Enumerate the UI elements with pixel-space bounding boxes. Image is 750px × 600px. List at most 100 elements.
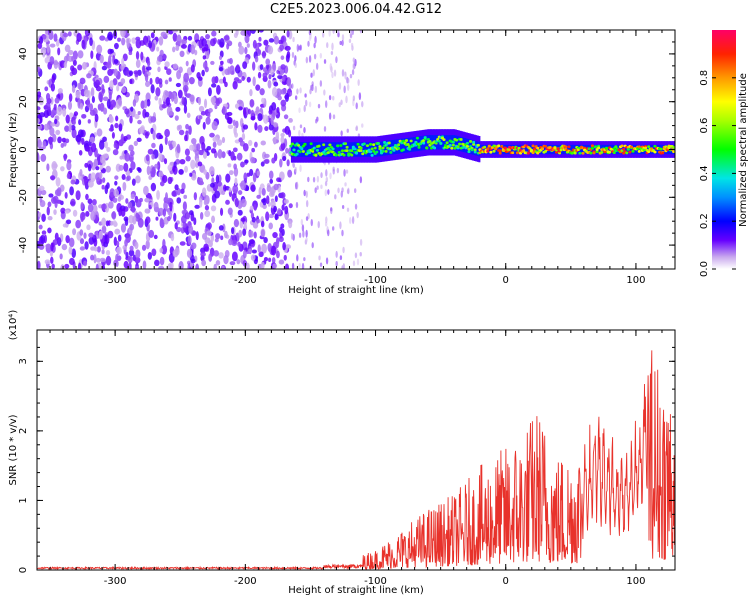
heatmap-cell — [195, 263, 200, 269]
heatmap-cell — [209, 166, 215, 176]
heatmap-cell — [73, 111, 79, 117]
heatmap-cell — [141, 244, 147, 251]
heatmap-cell — [625, 144, 628, 155]
heatmap-cell — [456, 135, 459, 151]
heatmap-cell — [327, 189, 330, 195]
heatmap-cell — [136, 137, 142, 143]
heatmap-cell — [266, 184, 272, 193]
heatmap-cell — [208, 253, 213, 262]
heatmap-cell — [75, 219, 82, 229]
heatmap-cell — [341, 39, 344, 47]
heatmap-cell — [261, 243, 268, 254]
heatmap-cell — [95, 85, 102, 92]
heatmap-cell — [241, 132, 246, 141]
heatmap-cell — [197, 76, 203, 81]
heatmap-cell — [292, 36, 295, 43]
heatmap-cell — [112, 197, 118, 203]
heatmap-cell — [340, 99, 343, 106]
heatmap-cell — [240, 198, 247, 208]
heatmap-cell — [172, 249, 179, 258]
heatmap-cell — [343, 142, 348, 146]
heatmap-cell — [101, 184, 105, 190]
heatmap-cell — [139, 197, 143, 203]
heatmap-cell — [95, 263, 99, 269]
heatmap-cell — [350, 42, 354, 48]
heatmap-cell — [590, 144, 595, 148]
heatmap-cell — [467, 150, 471, 154]
heatmap-cell — [272, 137, 277, 145]
heatmap-cell — [121, 86, 127, 94]
heatmap-cell — [68, 257, 75, 266]
heatmap-cell — [172, 63, 178, 70]
heatmap-cell — [350, 149, 354, 153]
heatmap-cell — [84, 175, 88, 186]
heatmap-cell — [445, 141, 449, 145]
heatmap-cell — [319, 262, 323, 267]
heatmap-cell — [301, 262, 305, 269]
heatmap-cell — [241, 75, 245, 81]
heatmap-cell — [39, 36, 44, 45]
heatmap-cell — [226, 116, 232, 124]
heatmap-cell — [384, 141, 387, 156]
heatmap-cell — [425, 135, 428, 150]
heatmap-cell — [129, 245, 134, 252]
heatmap-cell — [75, 90, 81, 99]
heatmap-cell — [306, 142, 309, 157]
heatmap-cell — [242, 61, 248, 69]
spectrogram-x-axis-label: Height of straight line (km) — [288, 285, 424, 296]
heatmap-cell — [249, 99, 255, 108]
heatmap-cell — [167, 164, 173, 172]
heatmap-cell — [448, 143, 452, 147]
heatmap-cell — [404, 139, 409, 142]
colorbar-label: Normalized spectral amplitude — [738, 73, 749, 227]
heatmap-cell — [444, 135, 447, 150]
heatmap-cell — [101, 225, 107, 234]
heatmap-cell — [114, 180, 118, 186]
heatmap-cell — [346, 83, 350, 91]
heatmap-cell — [590, 146, 595, 150]
heatmap-cell — [117, 234, 122, 242]
heatmap-cell — [115, 115, 119, 122]
heatmap-cell — [120, 64, 125, 71]
colorbar — [712, 30, 736, 269]
heatmap-cell — [346, 128, 349, 133]
heatmap-cell — [259, 88, 265, 96]
heatmap-cell — [329, 63, 332, 71]
heatmap-cell — [184, 165, 188, 173]
heatmap-cell — [318, 255, 321, 261]
heatmap-cell — [274, 195, 278, 203]
heatmap-cell — [145, 154, 150, 162]
heatmap-cell — [51, 75, 56, 84]
heatmap-cell — [121, 37, 126, 46]
heatmap-cell — [281, 204, 285, 211]
heatmap-cell — [486, 147, 490, 151]
heatmap-cell — [465, 141, 470, 145]
heatmap-cell — [370, 147, 374, 151]
heatmap-cell — [248, 139, 253, 147]
heatmap-cell — [316, 175, 320, 183]
heatmap-cell — [324, 189, 327, 197]
heatmap-cell — [326, 42, 329, 49]
heatmap-cell — [251, 147, 256, 153]
heatmap-cell — [55, 39, 60, 47]
heatmap-cell — [211, 30, 217, 37]
heatmap-cell — [299, 124, 303, 129]
heatmap-cell — [114, 42, 119, 50]
heatmap-cell — [146, 60, 151, 67]
heatmap-cell — [179, 50, 185, 58]
heatmap-cell — [263, 153, 270, 158]
heatmap-cell — [301, 150, 305, 153]
heatmap-cell — [153, 234, 158, 240]
heatmap-cell — [500, 145, 504, 149]
heatmap-cell — [451, 140, 455, 144]
heatmap-cell — [104, 234, 108, 244]
heatmap-cell — [294, 62, 297, 69]
heatmap-cell — [57, 88, 63, 94]
heatmap-cell — [169, 111, 174, 116]
heatmap-cell — [65, 114, 70, 124]
heatmap-cell — [290, 233, 294, 240]
heatmap-cell — [276, 106, 280, 114]
heatmap-cell — [302, 230, 305, 238]
heatmap-cell — [50, 256, 54, 264]
heatmap-cell — [96, 153, 101, 163]
